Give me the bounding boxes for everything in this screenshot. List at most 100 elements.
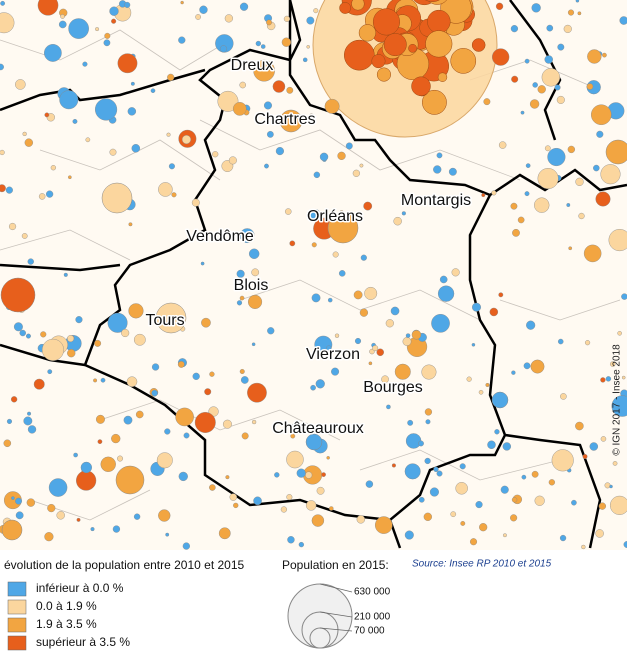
commune-circle bbox=[255, 40, 261, 47]
commune-circle bbox=[433, 466, 439, 472]
commune-circle bbox=[354, 337, 362, 345]
commune-circle bbox=[100, 456, 116, 472]
commune-circle bbox=[306, 16, 315, 25]
commune-circle bbox=[44, 112, 50, 118]
commune-circle bbox=[100, 377, 106, 383]
commune-circle bbox=[22, 131, 27, 137]
commune-circle bbox=[133, 333, 146, 346]
commune-circle bbox=[544, 145, 551, 152]
commune-circle bbox=[24, 138, 34, 147]
commune-circle bbox=[534, 197, 550, 213]
paris-commune bbox=[351, 0, 365, 11]
paris-commune bbox=[383, 33, 407, 57]
paris-commune bbox=[343, 39, 375, 71]
legend-swatch bbox=[7, 617, 27, 633]
commune-circle bbox=[329, 506, 334, 511]
commune-circle bbox=[156, 452, 173, 469]
commune-circle bbox=[604, 482, 611, 489]
commune-circle bbox=[68, 18, 89, 39]
commune-circle bbox=[521, 474, 527, 480]
paris-commune bbox=[371, 54, 386, 69]
commune-circle bbox=[460, 521, 466, 526]
commune-circle bbox=[418, 496, 425, 503]
commune-circle bbox=[19, 329, 26, 337]
commune-circle bbox=[502, 442, 512, 451]
commune-circle bbox=[520, 110, 525, 115]
commune-circle bbox=[27, 425, 37, 434]
commune-circle bbox=[524, 191, 530, 197]
commune-circle bbox=[126, 376, 138, 387]
paris-commune bbox=[450, 48, 477, 74]
commune-circle bbox=[548, 479, 556, 486]
commune-circle bbox=[581, 544, 586, 550]
commune-circle bbox=[103, 39, 111, 47]
commune-circle bbox=[251, 419, 257, 425]
commune-circle bbox=[75, 316, 83, 324]
commune-circle bbox=[0, 12, 15, 34]
commune-circle bbox=[0, 277, 36, 313]
commune-circle bbox=[13, 322, 23, 332]
commune-circle bbox=[63, 272, 68, 277]
commune-circle bbox=[523, 362, 531, 370]
commune-circle bbox=[500, 485, 509, 494]
commune-circle bbox=[310, 384, 316, 391]
commune-circle bbox=[248, 248, 260, 259]
commune-circle bbox=[466, 376, 472, 382]
commune-circle bbox=[537, 85, 546, 94]
commune-circle bbox=[560, 393, 567, 400]
size-leader bbox=[319, 583, 353, 593]
commune-circle bbox=[37, 0, 59, 16]
commune-circle bbox=[115, 465, 145, 495]
commune-circle bbox=[95, 414, 105, 424]
commune-circle bbox=[73, 452, 78, 458]
commune-circle bbox=[251, 268, 260, 277]
city-label: Orléans bbox=[307, 208, 363, 225]
commune-circle bbox=[372, 345, 379, 352]
commune-circle bbox=[47, 369, 53, 375]
source: Source: Insee RP 2010 et 2015 bbox=[412, 559, 552, 570]
commune-borders bbox=[0, 29, 621, 521]
commune-circle bbox=[404, 530, 414, 540]
commune-circle bbox=[608, 229, 627, 252]
commune-circle bbox=[393, 216, 402, 226]
commune-circle bbox=[386, 404, 391, 410]
commune-circle bbox=[201, 317, 211, 328]
commune-circle bbox=[123, 415, 133, 425]
commune-circle bbox=[240, 376, 249, 384]
commune-circle bbox=[158, 509, 171, 522]
commune-circle bbox=[353, 290, 363, 300]
commune-circle bbox=[178, 36, 186, 44]
paris-commune bbox=[424, 0, 440, 2]
commune-circle bbox=[95, 27, 100, 32]
commune-circle bbox=[286, 494, 293, 501]
commune-circle bbox=[222, 419, 232, 429]
commune-circle bbox=[58, 20, 67, 29]
size-legend-title: Population en 2015: bbox=[282, 558, 389, 572]
commune-circle bbox=[286, 86, 294, 94]
commune-circle bbox=[306, 45, 310, 49]
commune-circle bbox=[359, 308, 369, 317]
commune-circle bbox=[228, 156, 237, 165]
commune-circle bbox=[559, 534, 567, 542]
commune-circle bbox=[593, 164, 600, 172]
commune-circle bbox=[429, 487, 439, 497]
commune-circle bbox=[305, 471, 313, 479]
commune-circle bbox=[112, 525, 121, 533]
commune-circle bbox=[418, 440, 424, 447]
commune-circle bbox=[199, 5, 208, 14]
commune-circle bbox=[405, 333, 411, 338]
commune-circle bbox=[567, 145, 576, 154]
commune-circle bbox=[171, 192, 177, 198]
commune-circle bbox=[195, 14, 201, 20]
commune-circle bbox=[292, 423, 297, 427]
commune-circle bbox=[575, 421, 584, 431]
commune-circle bbox=[283, 15, 290, 22]
commune-circle bbox=[217, 90, 239, 112]
commune-circle bbox=[481, 193, 486, 198]
commune-circle bbox=[236, 300, 243, 306]
commune-circle bbox=[363, 201, 373, 211]
commune-circle bbox=[619, 16, 627, 25]
commune-circle bbox=[286, 450, 304, 469]
commune-circle bbox=[128, 222, 133, 227]
